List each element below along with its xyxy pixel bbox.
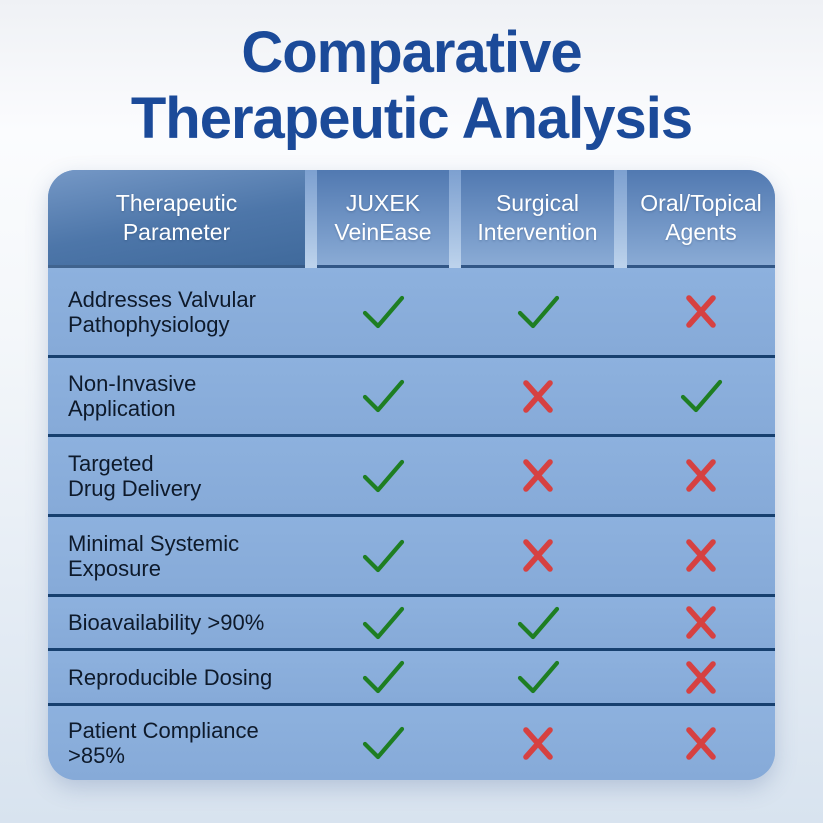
- column-header-text: Agents: [665, 218, 737, 245]
- parameter-label: Targeted Drug Delivery: [68, 450, 202, 501]
- mark-cell-surgical-intervention: [461, 659, 614, 695]
- mark-cell-surgical-intervention: [461, 378, 614, 415]
- mark-cell-surgical-intervention: [461, 725, 614, 762]
- mark-cell-oral-topical-agents: [627, 659, 775, 696]
- check-icon: [362, 379, 405, 413]
- cross-icon: [686, 606, 716, 639]
- column-header-juxek-veinease: JUXEK VeinEase: [317, 170, 449, 268]
- column-header-text: Oral/Topical: [640, 189, 762, 216]
- table-body: Addresses Valvular Pathophysiology Non-In…: [48, 268, 775, 780]
- column-header-text: Intervention: [477, 218, 598, 245]
- mark-cell-juxek-veinease: [317, 378, 449, 414]
- mark-cell-surgical-intervention: [461, 537, 614, 574]
- parameter-label: Reproducible Dosing: [68, 664, 273, 690]
- column-header-oral-topical-agents: Oral/Topical Agents: [627, 170, 775, 268]
- mark-cell-surgical-intervention: [461, 605, 614, 641]
- check-icon: [362, 726, 405, 760]
- check-icon: [362, 606, 405, 639]
- mark-cell-surgical-intervention: [461, 457, 614, 494]
- column-header-text: Therapeutic: [115, 189, 238, 216]
- table-row: Bioavailability >90%: [48, 594, 775, 648]
- table-row: Targeted Drug Delivery: [48, 434, 775, 514]
- column-header-text: Surgical: [495, 189, 580, 216]
- cross-icon: [686, 295, 716, 328]
- cross-icon: [522, 726, 553, 760]
- mark-cell-oral-topical-agents: [627, 293, 775, 330]
- table-row: Non-Invasive Application: [48, 355, 775, 434]
- check-icon: [362, 660, 405, 694]
- mark-cell-juxek-veinease: [317, 659, 449, 695]
- check-icon: [362, 295, 405, 328]
- mark-cell-juxek-veinease: [317, 538, 449, 574]
- mark-cell-juxek-veinease: [317, 294, 449, 330]
- cross-icon: [686, 726, 716, 760]
- mark-cell-oral-topical-agents: [627, 457, 775, 494]
- parameter-label: Addresses Valvular Pathophysiology: [68, 286, 256, 337]
- check-icon: [517, 660, 559, 694]
- mark-cell-oral-topical-agents: [627, 537, 775, 574]
- column-header-therapeutic-parameter: Therapeutic Parameter: [48, 170, 305, 268]
- check-icon: [362, 539, 405, 572]
- column-header-text: Parameter: [122, 218, 231, 245]
- cross-icon: [522, 539, 553, 572]
- comparison-table: Therapeutic Parameter JUXEK VeinEase Sur…: [48, 170, 775, 780]
- table-row: Minimal Systemic Exposure: [48, 514, 775, 594]
- page-title: Comparative Therapeutic Analysis: [0, 0, 823, 152]
- parameter-label: Bioavailability >90%: [68, 610, 265, 635]
- cross-icon: [686, 459, 716, 492]
- parameter-label: Minimal Systemic Exposure: [68, 530, 240, 581]
- check-icon: [517, 295, 559, 328]
- mark-cell-juxek-veinease: [317, 605, 449, 641]
- table-row: Patient Compliance >85%: [48, 703, 775, 780]
- mark-cell-oral-topical-agents: [627, 604, 775, 641]
- mark-cell-juxek-veinease: [317, 458, 449, 494]
- mark-cell-juxek-veinease: [317, 725, 449, 761]
- column-header-text: VeinEase: [334, 218, 432, 245]
- check-icon: [362, 459, 405, 492]
- parameter-label: Patient Compliance >85%: [68, 718, 259, 768]
- column-header-surgical-intervention: Surgical Intervention: [461, 170, 614, 268]
- mark-cell-oral-topical-agents: [627, 725, 775, 762]
- page-title-line1: Comparative: [241, 20, 582, 85]
- check-icon: [517, 606, 559, 639]
- parameter-label: Non-Invasive Application: [68, 371, 197, 421]
- table-row: Addresses Valvular Pathophysiology: [48, 268, 775, 355]
- cross-icon: [522, 379, 553, 413]
- page-title-line2: Therapeutic Analysis: [130, 86, 693, 151]
- mark-cell-oral-topical-agents: [627, 378, 775, 414]
- table-row: Reproducible Dosing: [48, 648, 775, 703]
- cross-icon: [522, 459, 553, 492]
- cross-icon: [686, 539, 716, 572]
- cross-icon: [686, 660, 716, 694]
- table-header-row: Therapeutic Parameter JUXEK VeinEase Sur…: [48, 170, 775, 268]
- column-header-text: JUXEK: [345, 189, 421, 216]
- check-icon: [680, 379, 723, 413]
- mark-cell-surgical-intervention: [461, 294, 614, 330]
